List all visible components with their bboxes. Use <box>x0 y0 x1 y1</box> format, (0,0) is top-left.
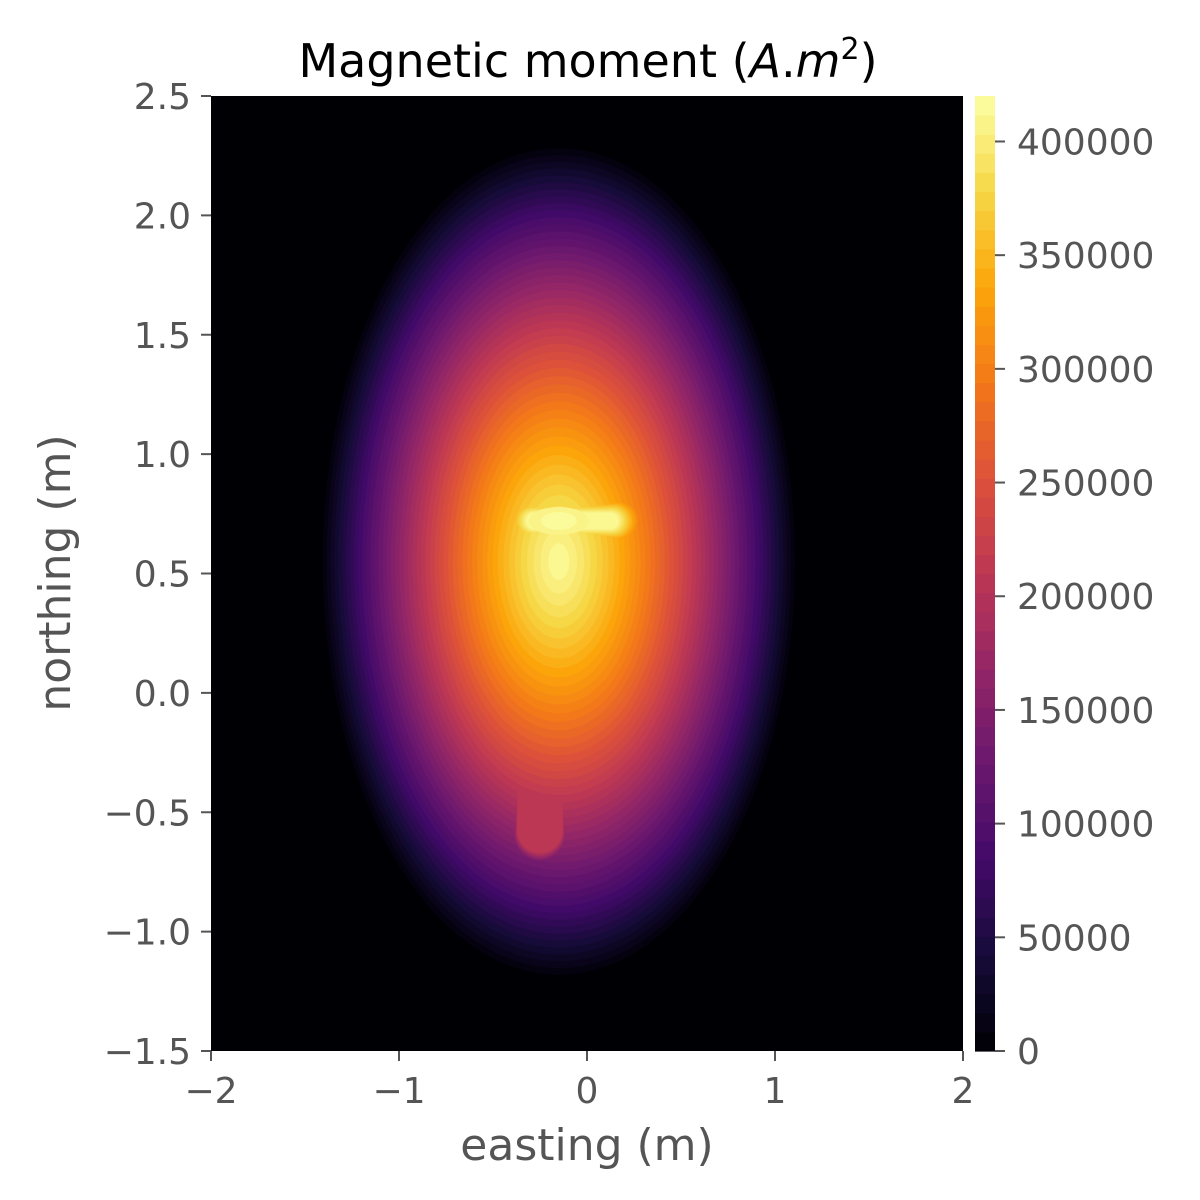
colorbar-segment <box>975 592 995 613</box>
colorbar-segment <box>975 955 995 976</box>
colorbar-segment <box>975 898 995 918</box>
colorbar-segment <box>975 783 995 804</box>
colorbar-segment <box>975 363 995 384</box>
colorbar-segment <box>975 210 995 231</box>
y-tick-label: −1.0 <box>104 913 191 954</box>
y-tick-label: 1.0 <box>134 435 191 476</box>
colorbar-segment <box>975 229 995 250</box>
colorbar-segment <box>975 745 995 766</box>
x-tick-label: 2 <box>952 1071 975 1112</box>
colorbar-segment <box>975 478 995 498</box>
x-axis: −2 −1 0 1 2 <box>184 1051 974 1112</box>
peak-core <box>540 511 577 530</box>
colorbar-segment <box>975 420 995 441</box>
x-axis-label: easting (m) <box>460 1120 713 1171</box>
colorbar-segment <box>975 840 995 861</box>
colorbar-segment <box>975 248 995 269</box>
halo-shell <box>548 543 570 580</box>
colorbar-segment <box>975 535 995 555</box>
colorbar-tick-label: 150000 <box>1017 691 1154 732</box>
colorbar-segment <box>975 497 995 517</box>
y-tick-label: 0.0 <box>134 674 191 715</box>
colorbar-segment <box>975 821 995 842</box>
plot-area <box>211 96 963 1051</box>
y-tick-label: −0.5 <box>104 793 191 834</box>
colorbar-segment <box>975 649 995 670</box>
colorbar-segment <box>975 707 995 727</box>
y-axis-label: northing (m) <box>30 434 81 711</box>
chart-title: Magnetic moment (A.m2) <box>298 32 877 88</box>
colorbar-segment <box>975 802 995 823</box>
colorbar-segment <box>975 936 995 957</box>
colorbar-segment <box>975 287 995 307</box>
colorbar-segment <box>975 191 995 212</box>
colorbar-segment <box>975 306 995 326</box>
colorbar-segment <box>975 267 995 288</box>
colorbar-segment <box>975 1031 995 1052</box>
colorbar-segment <box>975 879 995 899</box>
magnetic-moment-field <box>318 141 799 982</box>
colorbar-tick-label: 400000 <box>1017 122 1154 163</box>
x-tick-label: −2 <box>184 1071 237 1112</box>
colorbar-segment <box>975 325 995 345</box>
colorbar-segment <box>975 669 995 689</box>
colorbar-segment <box>975 611 995 632</box>
colorbar-segment <box>975 344 995 364</box>
colorbar-segment <box>975 764 995 785</box>
colorbar-segment <box>975 134 995 154</box>
y-axis: −1.5 −1.0 −0.5 0.0 0.5 1.0 1.5 2.0 2.5 <box>104 77 211 1073</box>
colorbar-segment <box>975 726 995 746</box>
y-tick-label: −1.5 <box>104 1032 191 1073</box>
colorbar-segment <box>975 153 995 173</box>
colorbar-tick-label: 350000 <box>1017 236 1154 277</box>
colorbar-segment <box>975 860 995 880</box>
y-tick-label: 2.5 <box>134 77 191 118</box>
colorbar-axis: 0 50000 100000 150000 200000 250000 300000 3500… <box>995 122 1154 1073</box>
colorbar-tick-label: 0 <box>1017 1032 1040 1073</box>
colorbar-segment <box>975 554 995 575</box>
x-tick-label: 0 <box>576 1071 599 1112</box>
colorbar-segment <box>975 382 995 403</box>
x-tick-label: −1 <box>372 1071 425 1112</box>
colorbar-tick-label: 250000 <box>1017 464 1154 505</box>
y-tick-label: 2.0 <box>134 196 191 237</box>
y-tick-label: 1.5 <box>134 316 191 357</box>
colorbar-tick-label: 50000 <box>1017 918 1132 959</box>
y-tick-label: 0.5 <box>134 555 191 596</box>
colorbar-segment <box>975 573 995 594</box>
colorbar-tick-label: 100000 <box>1017 805 1154 846</box>
colorbar-tick-label: 200000 <box>1017 577 1154 618</box>
colorbar-segment <box>975 630 995 651</box>
colorbar-segment <box>975 115 995 135</box>
colorbar-segment <box>975 458 995 479</box>
colorbar-segment <box>975 917 995 937</box>
colorbar <box>975 96 995 1052</box>
colorbar-segment <box>975 401 995 422</box>
colorbar-segment <box>975 172 995 193</box>
colorbar-segment <box>975 96 995 116</box>
colorbar-tick-label: 300000 <box>1017 350 1154 391</box>
colorbar-segment <box>975 974 995 995</box>
colorbar-segment <box>975 1012 995 1033</box>
colorbar-segment <box>975 439 995 460</box>
x-tick-label: 1 <box>764 1071 787 1112</box>
colorbar-segment <box>975 516 995 536</box>
colorbar-segment <box>975 993 995 1014</box>
colorbar-segment <box>975 688 995 708</box>
